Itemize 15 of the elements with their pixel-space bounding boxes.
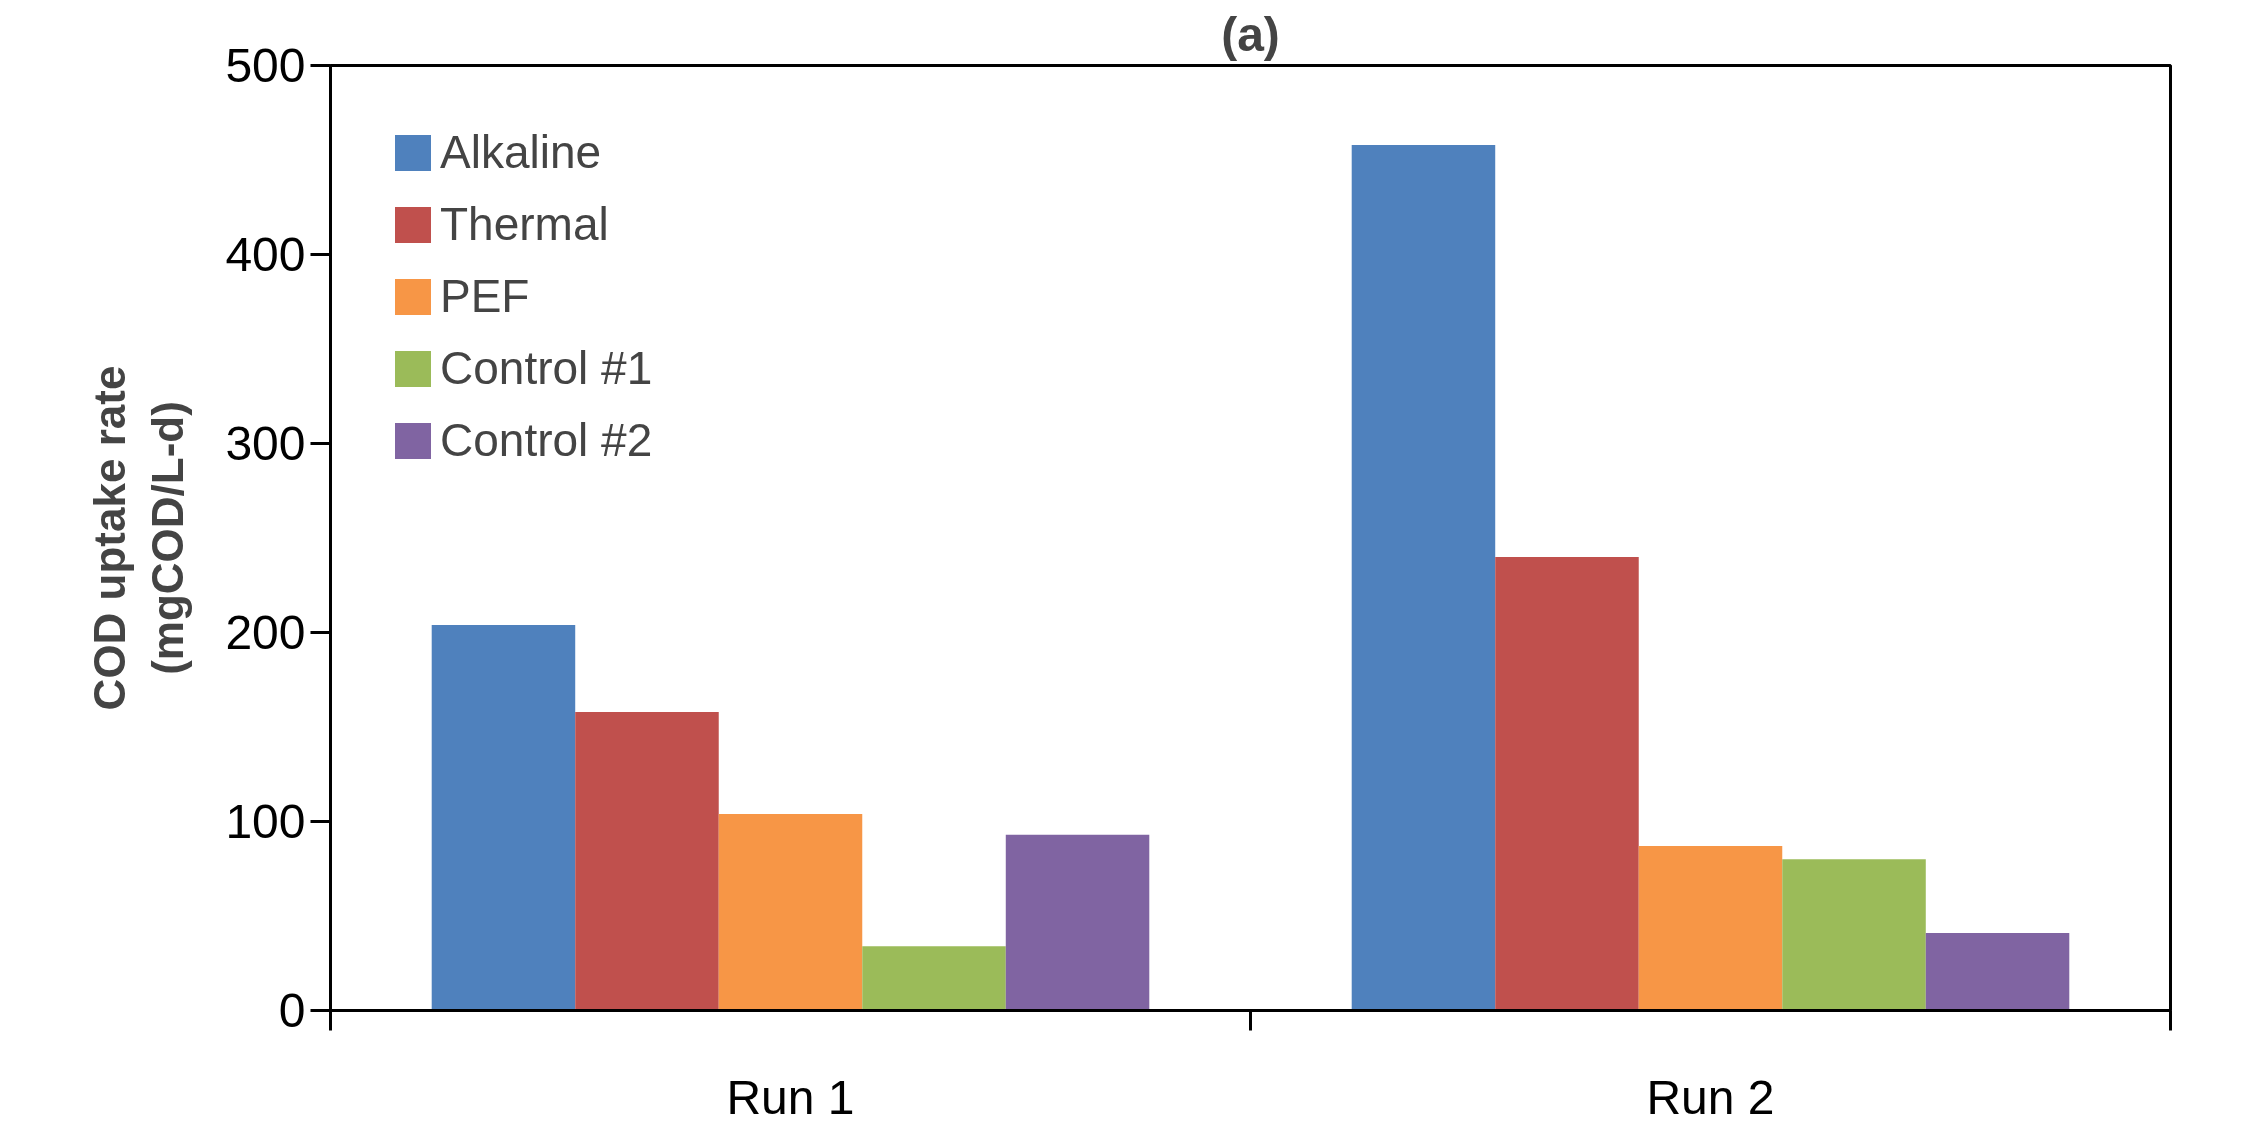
x-tick-label: Run 1 xyxy=(726,1070,855,1124)
y-tick-label: 100 xyxy=(225,795,306,848)
y-tick-label: 300 xyxy=(225,417,306,470)
y-tick-label: 400 xyxy=(225,228,306,281)
legend-label: Control #2 xyxy=(440,413,653,467)
y-tick-label: 0 xyxy=(278,984,306,1037)
legend-label: Control #1 xyxy=(440,341,653,395)
y-tick-label: 200 xyxy=(225,606,306,659)
y-tick-label: 500 xyxy=(225,39,306,92)
x-tick-label: Run 2 xyxy=(1646,1070,1775,1124)
legend-label: Alkaline xyxy=(440,125,602,179)
y-axis-title: COD uptake rate (mgCOD/L-d) xyxy=(84,365,193,711)
chart-title: (a) xyxy=(1221,7,1280,61)
legend-label: Thermal xyxy=(440,197,609,251)
legend-label: PEF xyxy=(440,269,530,323)
